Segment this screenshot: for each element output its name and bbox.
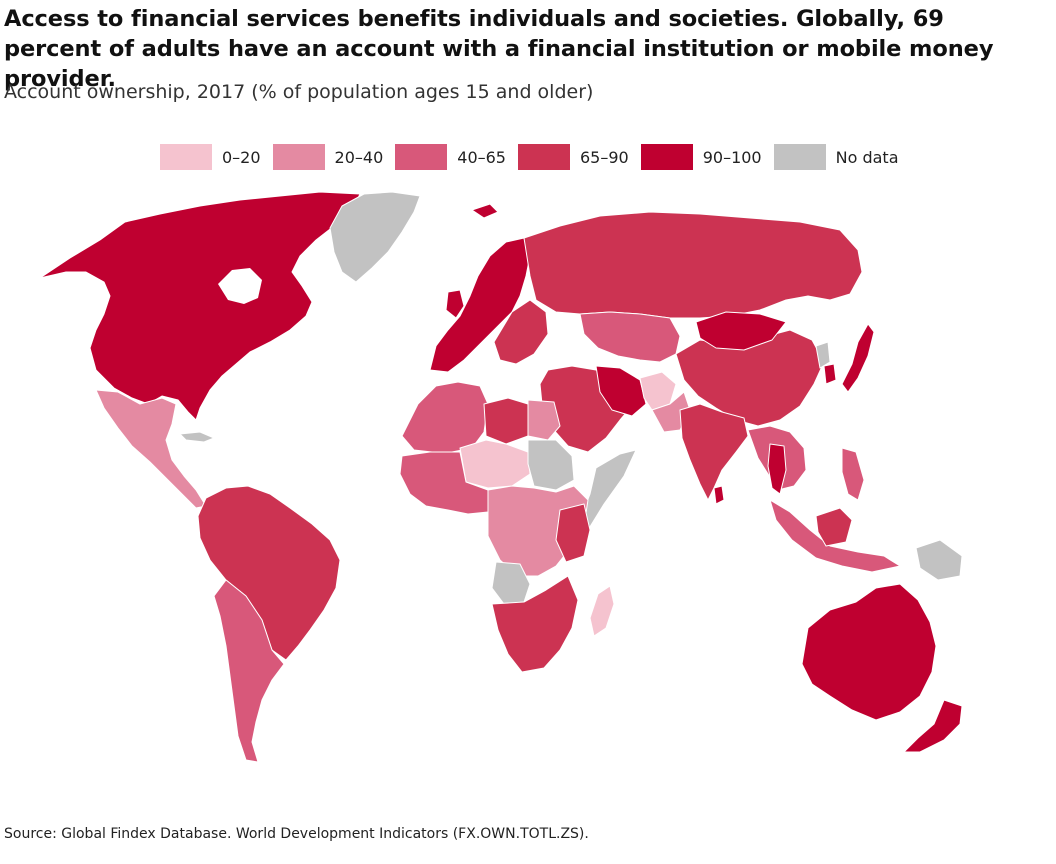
region-iran [595, 365, 647, 417]
legend-swatch [517, 144, 570, 170]
region-greenland [329, 191, 421, 283]
region-iceland [471, 203, 499, 219]
region-somalia [579, 449, 637, 531]
legend-swatch [395, 144, 448, 170]
legend-item-90-100: 90–100 [640, 144, 774, 170]
region-south-korea [823, 363, 837, 385]
legend-item-0-20: 0–20 [160, 144, 273, 170]
region-north-africa-west [401, 381, 489, 453]
legend-label: 0–20 [222, 147, 261, 167]
region-papua-new-guinea [915, 539, 963, 581]
region-russia [523, 211, 863, 319]
source-note: Source: Global Findex Database. World De… [4, 826, 589, 842]
legend-swatch [773, 144, 826, 170]
legend-label: 40–65 [457, 147, 506, 167]
region-sri-lanka [713, 485, 725, 505]
legend-swatch [160, 144, 212, 170]
legend-item-no-data: No data [773, 144, 911, 170]
legend-label: 65–90 [579, 147, 629, 167]
region-south-america-south [213, 579, 285, 763]
region-egypt [527, 399, 561, 441]
region-uk [445, 289, 465, 319]
region-southern-africa [491, 575, 579, 673]
legend-label: No data [835, 147, 899, 167]
region-sahel [459, 439, 531, 489]
region-mongolia [695, 311, 787, 351]
legend-item-40-65: 40–65 [395, 144, 518, 170]
legend: 0–20 20–40 40–65 65–90 90–100 No data [160, 144, 911, 170]
region-libya [483, 397, 529, 445]
region-philippines [841, 447, 865, 501]
region-madagascar [589, 585, 615, 637]
region-west-africa [399, 451, 489, 515]
legend-item-65-90: 65–90 [517, 144, 641, 170]
region-new-zealand [903, 699, 963, 753]
region-sudan [527, 439, 575, 491]
legend-label: 90–100 [702, 147, 762, 167]
region-borneo [815, 507, 853, 547]
legend-label: 20–40 [334, 147, 384, 167]
legend-swatch [272, 144, 325, 170]
region-mexico-central-america [95, 389, 207, 509]
legend-swatch [640, 144, 693, 170]
region-south-america-north [197, 485, 341, 661]
region-eastern-europe [493, 299, 549, 365]
world-map [39, 191, 963, 763]
region-caribbean [179, 431, 215, 443]
region-korea [815, 341, 831, 369]
region-central-asia [579, 311, 681, 363]
region-east-africa [555, 503, 591, 563]
region-thailand [767, 443, 787, 495]
region-australia [801, 583, 937, 721]
region-north-america [39, 191, 361, 421]
map-subtitle: Account ownership, 2017 (% of population… [4, 81, 594, 103]
map-title: Access to financial services benefits in… [4, 6, 994, 92]
region-japan [841, 323, 875, 393]
legend-item-20-40: 20–40 [272, 144, 396, 170]
region-india [679, 403, 749, 501]
region-indonesia [769, 499, 901, 573]
